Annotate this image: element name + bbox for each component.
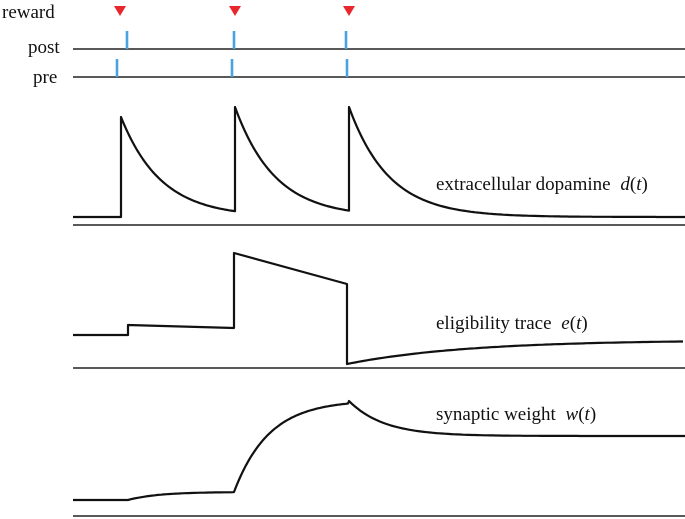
dopamine-label-arg: t xyxy=(636,174,642,195)
weight-label: synaptic weight w(t) xyxy=(436,404,596,425)
eligibility-label: eligibility trace e(t) xyxy=(436,313,588,334)
dopamine-label-open: ( xyxy=(630,174,636,195)
eligibility-label-text: eligibility trace xyxy=(436,313,552,334)
pre-row-label: pre xyxy=(33,67,57,88)
eligibility-label-open: ( xyxy=(570,313,576,334)
weight-label-close: ) xyxy=(590,404,596,425)
eligibility-label-arg: t xyxy=(576,313,582,334)
weight-trace xyxy=(73,399,685,502)
dopamine-label: extracellular dopamine d(t) xyxy=(436,174,648,195)
weight-label-text: synaptic weight xyxy=(436,404,557,425)
dopamine-trace xyxy=(73,105,685,219)
weight-label-open: ( xyxy=(578,404,584,425)
dopamine-label-close: ) xyxy=(641,174,647,195)
eligibility-label-close: ) xyxy=(581,313,587,334)
dopamine-label-var: d xyxy=(620,174,630,195)
weight-label-arg: t xyxy=(585,404,591,425)
weight-label-var: w xyxy=(566,404,579,425)
reward-row-label: reward xyxy=(2,2,55,23)
reward-marker-icon xyxy=(114,6,126,16)
dopamine-label-text: extracellular dopamine xyxy=(436,174,611,195)
reward-marker-icon xyxy=(343,6,355,16)
post-row-label: post xyxy=(28,37,60,58)
eligibility-trace xyxy=(73,251,683,366)
eligibility-label-var: e xyxy=(561,313,569,334)
reward-marker-icon xyxy=(229,6,241,16)
